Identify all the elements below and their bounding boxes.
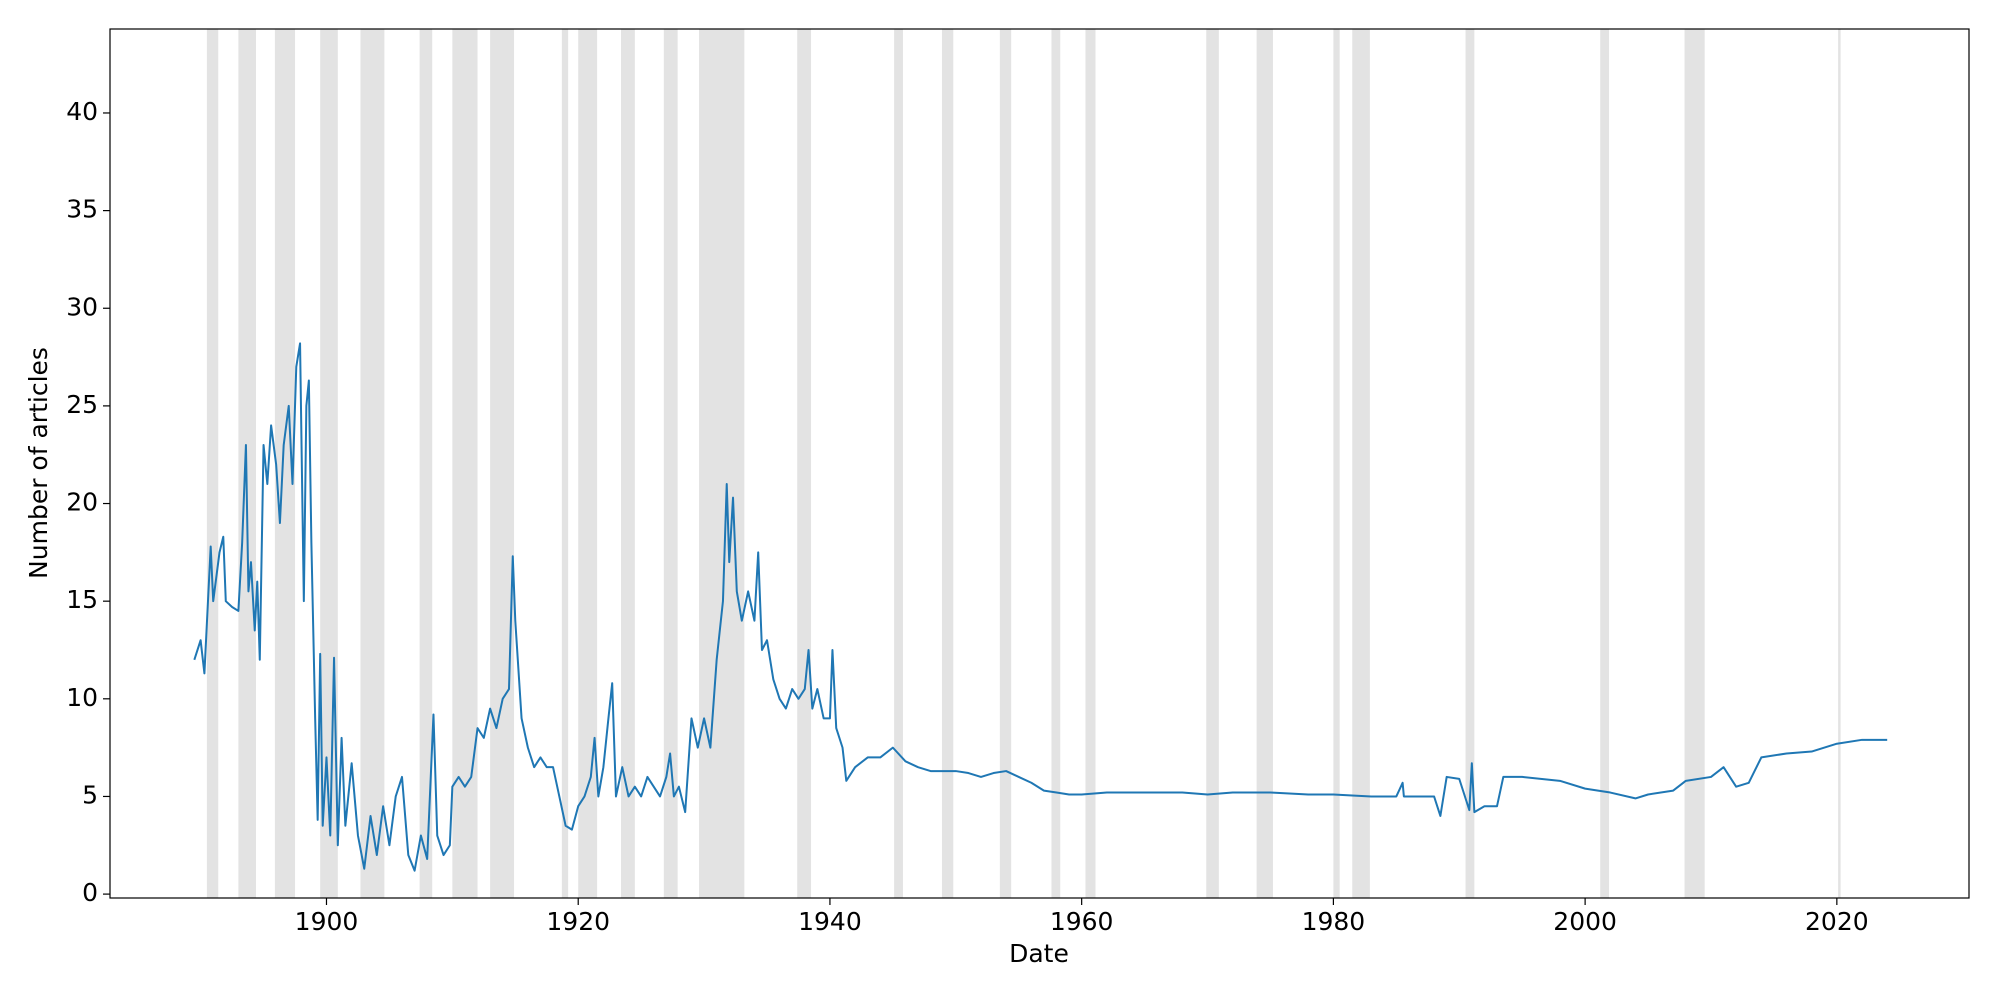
- shaded-period: [894, 29, 903, 898]
- shaded-period: [1051, 29, 1061, 898]
- shaded-period: [941, 29, 954, 898]
- x-tick-label: 2000: [1553, 907, 1617, 936]
- y-tick-label: 0: [82, 878, 98, 907]
- y-tick-label: 5: [82, 780, 98, 809]
- shaded-period: [561, 29, 569, 898]
- y-axis-label: Number of articles: [24, 347, 53, 579]
- shaded-period: [1085, 29, 1096, 898]
- shaded-period: [1600, 29, 1610, 898]
- shaded-period: [699, 29, 745, 898]
- shaded-period: [578, 29, 598, 898]
- shaded-period: [663, 29, 678, 898]
- shaded-period: [490, 29, 515, 898]
- shaded-period: [1206, 29, 1219, 898]
- shaded-period: [1256, 29, 1273, 898]
- y-tick-label: 10: [66, 683, 98, 712]
- x-tick-label: 1940: [798, 907, 862, 936]
- shaded-period: [1333, 29, 1340, 898]
- y-tick-label: 20: [66, 488, 98, 517]
- y-tick-label: 25: [66, 390, 98, 419]
- x-axis-label: Date: [1009, 939, 1069, 968]
- y-tick-label: 35: [66, 195, 98, 224]
- shaded-period: [274, 29, 296, 898]
- plot-frame: [109, 28, 1970, 899]
- x-tick-label: 1900: [295, 907, 359, 936]
- shaded-period: [452, 29, 478, 898]
- shaded-period: [1838, 29, 1841, 898]
- data-line: [193, 342, 1888, 872]
- shaded-period: [1352, 29, 1370, 898]
- y-tick-label: 30: [66, 292, 98, 321]
- shaded-period: [206, 29, 219, 898]
- x-tick-label: 2020: [1805, 907, 1869, 936]
- x-tick-label: 1920: [546, 907, 610, 936]
- shaded-period: [360, 29, 385, 898]
- x-tick-label: 1980: [1302, 907, 1366, 936]
- y-tick-label: 15: [66, 585, 98, 614]
- shaded-period: [999, 29, 1012, 898]
- y-tick-label: 40: [66, 97, 98, 126]
- shaded-period: [621, 29, 635, 898]
- shaded-period: [1684, 29, 1705, 898]
- shaded-period: [419, 29, 433, 898]
- shaded-period: [1465, 29, 1475, 898]
- x-tick-label: 1960: [1050, 907, 1114, 936]
- shaded-period: [797, 29, 812, 898]
